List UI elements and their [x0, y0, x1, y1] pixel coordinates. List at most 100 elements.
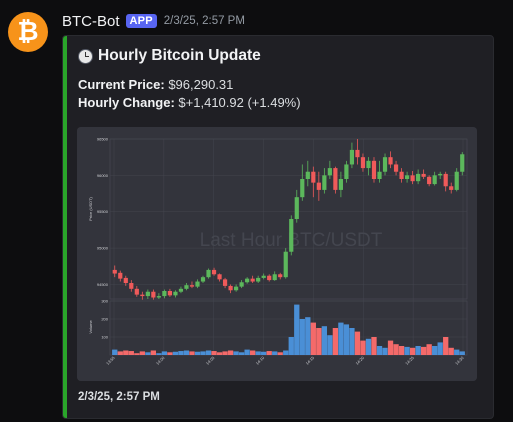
field-hourly-change: Hourly Change: $+1,410.92 (+1.49%) [78, 95, 301, 110]
candle-body [217, 274, 222, 280]
volume-bar [371, 337, 377, 355]
candle-body [112, 269, 117, 274]
candle-body [355, 149, 360, 158]
embed-card: Hourly Bitcoin Update Current Price: $96… [62, 35, 494, 419]
candle-body [300, 179, 305, 198]
candle-body [294, 197, 299, 219]
volume-bar [205, 350, 212, 355]
volume-tick-label: 300 [101, 299, 108, 304]
candle-body [156, 296, 161, 298]
candle-body [393, 164, 399, 172]
candle-body [129, 283, 134, 289]
volume-bar [227, 350, 234, 355]
volume-bar [194, 351, 201, 355]
time-tick-label: 13:55 [105, 355, 116, 366]
candle-body [449, 186, 454, 190]
field-label: Hourly Change: [78, 95, 175, 110]
bitcoin-icon: ₿ [17, 17, 39, 47]
candle-body [404, 175, 410, 179]
candle-body [173, 291, 178, 296]
volume-bar [211, 351, 217, 355]
candle-body [311, 171, 316, 183]
candle-body [399, 171, 404, 179]
candle-body [140, 294, 145, 297]
candle-body [283, 251, 288, 278]
volume-bar [266, 351, 272, 355]
time-tick-label: 14:20 [354, 355, 365, 366]
candle-body [371, 160, 377, 179]
volume-bar [305, 317, 311, 355]
candle-body [410, 175, 415, 182]
candle-body [305, 171, 310, 179]
candle-body [333, 168, 338, 190]
candle-body [123, 277, 128, 283]
volume-bar [272, 351, 278, 355]
volume-bar [255, 351, 261, 355]
candle-body [162, 291, 167, 297]
volume-bar [134, 353, 140, 355]
time-tick-label: 14:25 [404, 355, 415, 366]
volume-bar [145, 352, 151, 355]
volume-tick-label: 200 [101, 317, 108, 322]
candle-body [443, 173, 448, 187]
candle-body [454, 171, 459, 190]
volume-bar [283, 350, 289, 355]
volume-bar [250, 350, 256, 355]
volume-bar [112, 349, 118, 355]
volume-bar [261, 351, 267, 355]
candle-body [438, 173, 443, 176]
candle-body [245, 278, 250, 283]
volume-bar [343, 324, 350, 355]
candle-body [382, 157, 388, 172]
price-tick-label: 95500 [97, 209, 109, 214]
candle-body [344, 164, 349, 179]
volume-bar [404, 346, 410, 355]
chart-image[interactable]: Last Hour BTC/USDT 94500 95000 95500 96000 9… [77, 127, 477, 381]
volume-bar [310, 322, 316, 355]
volume-bar [200, 351, 206, 355]
volume-bar [150, 350, 157, 355]
volume-bar [454, 349, 460, 355]
embed-title: Hourly Bitcoin Update [78, 47, 261, 65]
volume-bar [437, 342, 443, 355]
volume-bar [354, 331, 361, 355]
candle-body [360, 157, 366, 169]
volume-bar [222, 351, 228, 355]
embed-accent-bar [63, 36, 67, 418]
volume-bar [216, 352, 223, 355]
volume-bar [189, 351, 195, 355]
volume-bar [172, 351, 179, 355]
candle-body [151, 291, 156, 298]
volume-bar [459, 351, 465, 355]
candle-body [211, 269, 217, 275]
volume-bar [117, 351, 123, 355]
bot-avatar[interactable]: ₿ [8, 12, 48, 52]
candle-body [432, 175, 437, 185]
volume-bar [448, 347, 454, 355]
volume-bar [178, 351, 184, 355]
username[interactable]: BTC-Bot [62, 12, 120, 30]
volume-bar [167, 352, 173, 355]
candle-body [167, 291, 173, 296]
volume-bar [387, 340, 394, 355]
volume-bar [244, 349, 250, 355]
candle-body [228, 285, 233, 291]
candle-body [195, 281, 200, 287]
candle-body [460, 154, 465, 172]
price-tick-label: 94500 [97, 282, 109, 287]
volume-bar [128, 351, 134, 355]
clock-icon [78, 48, 93, 64]
candle-body [388, 157, 393, 165]
volume-bar [299, 319, 305, 355]
embed-footer-timestamp: 2/3/25, 2:57 PM [78, 391, 160, 403]
candle-body [427, 176, 432, 185]
volume-bar [415, 346, 421, 355]
volume-bar [365, 338, 372, 355]
candle-body [250, 278, 255, 282]
price-tick-label: 96000 [97, 173, 109, 178]
candle-body [267, 275, 272, 281]
embed-title-text: Hourly Bitcoin Update [98, 47, 261, 64]
price-tick-label: 96500 [97, 137, 109, 142]
volume-bar [294, 304, 300, 355]
volume-axis-label: Volume [88, 320, 93, 334]
